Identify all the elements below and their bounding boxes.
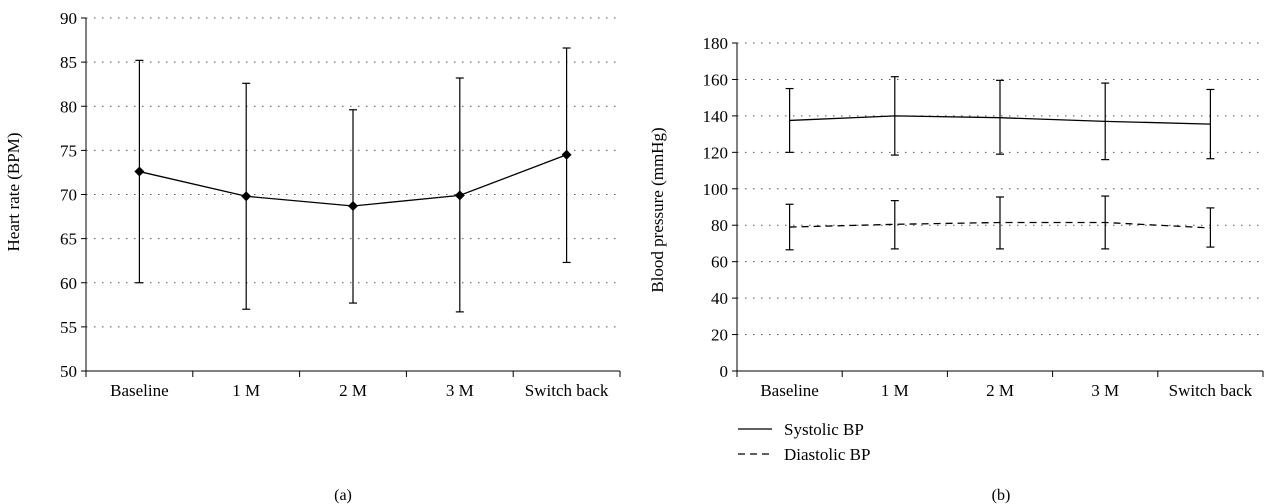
y-tick-label: 20 (711, 326, 728, 345)
y-tick-label: 140 (703, 107, 729, 126)
y-tick-label: 60 (60, 274, 77, 293)
y-tick-label: 55 (60, 318, 77, 337)
y-tick-label: 40 (711, 289, 728, 308)
data-point (348, 200, 358, 211)
panel-label: (a) (334, 487, 352, 504)
y-tick-label: 100 (703, 180, 729, 199)
y-tick-label: 75 (60, 141, 77, 160)
chart-panel-a: 50 55 60 65 70 75 80 85 90 Baseline 1 M 2 M 3 M Switc… (4, 9, 621, 504)
y-tick-label: 120 (703, 143, 729, 162)
panel-label: (b) (992, 487, 1011, 504)
x-tick-label: Switch back (525, 381, 609, 400)
legend-label: Systolic BP (784, 420, 864, 439)
y-tick-label: 90 (60, 9, 77, 28)
x-tick-label: Baseline (760, 381, 819, 400)
x-tick-label: Baseline (110, 381, 169, 400)
y-tick-label: 80 (60, 97, 77, 116)
y-tick-label: 70 (60, 186, 77, 205)
x-tick-label: 3 M (1091, 381, 1119, 400)
data-point (561, 149, 572, 160)
y-axis-title: Heart rate (BPM) (4, 133, 23, 252)
series-line (789, 115, 1211, 125)
y-axis-title: Blood pressure (mmHg) (648, 127, 667, 292)
data-point (454, 190, 465, 201)
x-tick-label: 1 M (881, 381, 909, 400)
x-tick-label: 2 M (986, 381, 1014, 400)
y-tick-label: 0 (720, 362, 729, 381)
y-tick-label: 85 (60, 53, 77, 72)
legend-label: Diastolic BP (784, 445, 870, 464)
x-tick-label: 3 M (446, 381, 474, 400)
y-tick-label: 180 (703, 34, 729, 53)
y-tick-label: 50 (60, 362, 77, 381)
data-point (241, 191, 252, 202)
chart-panel-b: 0 20 40 60 80 100 120 140 160 180 Baseline 1 M 2 M 3 … (648, 34, 1264, 504)
series-line (789, 221, 1211, 229)
y-tick-label: 65 (60, 230, 77, 249)
data-point (134, 166, 145, 177)
y-tick-label: 80 (711, 216, 728, 235)
y-tick-label: 60 (711, 253, 728, 272)
x-tick-label: Switch back (1169, 381, 1253, 400)
x-tick-label: 1 M (232, 381, 260, 400)
x-tick-label: 2 M (339, 381, 367, 400)
y-tick-label: 160 (703, 70, 729, 89)
